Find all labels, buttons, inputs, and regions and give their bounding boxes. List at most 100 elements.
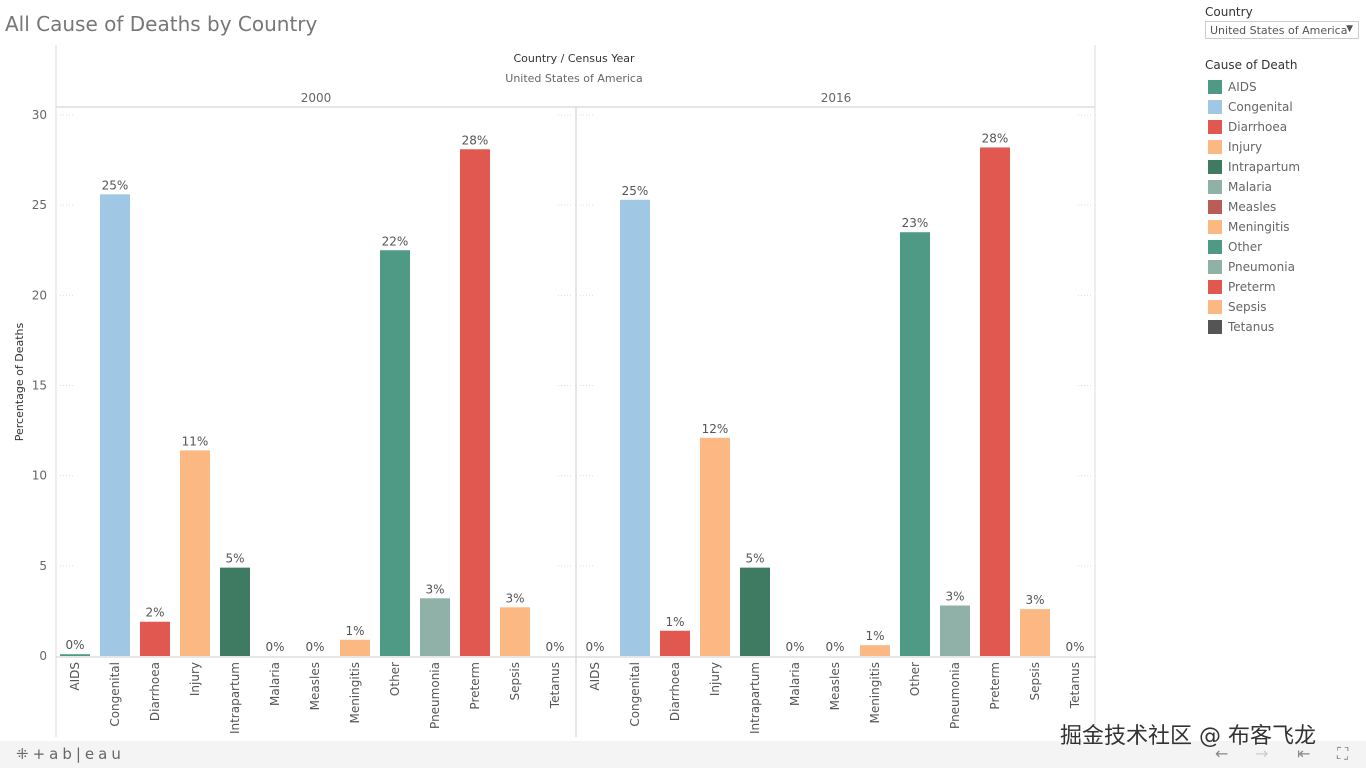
legend-swatch: [1208, 140, 1222, 154]
y-tick-label: 5: [39, 559, 47, 573]
column-header: Country / Census Year: [513, 52, 635, 65]
legend-swatch: [1208, 240, 1222, 254]
data-label: 28%: [982, 131, 1009, 145]
data-label: 22%: [382, 234, 409, 248]
y-tick-label: 10: [32, 469, 47, 483]
data-label: 0%: [825, 640, 844, 654]
chevron-down-icon: ▼: [1346, 24, 1353, 34]
data-label: 12%: [702, 422, 729, 436]
x-tick-label: Pneumonia: [948, 662, 962, 729]
data-label: 0%: [585, 640, 604, 654]
legend-label: Malaria: [1228, 180, 1273, 194]
legend-swatch: [1208, 260, 1222, 274]
x-tick-label: Injury: [708, 662, 722, 696]
x-tick-label: Preterm: [988, 662, 1002, 710]
legend-swatch: [1208, 160, 1222, 174]
data-label: 1%: [665, 615, 684, 629]
x-tick-label: Congenital: [628, 662, 642, 727]
bar-chart: Country / Census Year United States of Am…: [13, 45, 1096, 737]
country-value: United States of America: [1210, 24, 1348, 37]
legend-item[interactable]: Malaria: [1208, 177, 1300, 197]
x-tick-label: Intrapartum: [748, 662, 762, 734]
legend-item[interactable]: Diarrhoea: [1208, 117, 1300, 137]
legend-label: Other: [1228, 240, 1263, 254]
country-dropdown[interactable]: United States of America ▼: [1205, 21, 1359, 39]
country-filter-label: Country: [1205, 5, 1253, 19]
legend-item[interactable]: AIDS: [1208, 77, 1300, 97]
legend-label: Pneumonia: [1228, 260, 1295, 274]
watermark: 掘金技术社区 @ 布客飞龙: [1060, 724, 1316, 749]
data-label: 3%: [505, 591, 524, 605]
data-label: 2%: [145, 606, 164, 620]
dashboard-title: All Cause of Deaths by Country: [5, 12, 318, 36]
legend-item[interactable]: Preterm: [1208, 277, 1300, 297]
x-tick-label: Measles: [308, 662, 322, 710]
legend-label: Intrapartum: [1228, 160, 1301, 174]
legend-label: Injury: [1228, 140, 1263, 154]
bar-preterm-2016: [980, 147, 1010, 656]
data-label: 0%: [785, 640, 804, 654]
footer-toolbar: ⁜+ab|eau ← → ⇤ ⛶: [0, 741, 1366, 768]
legend-label: Measles: [1228, 200, 1277, 214]
x-tick-label: Diarrhoea: [148, 662, 162, 721]
x-tick-label: Malaria: [268, 662, 282, 706]
bar-intrapartum-2000: [220, 567, 250, 656]
data-label: 25%: [622, 184, 649, 198]
data-label: 0%: [545, 640, 564, 654]
legend-label: Tetanus: [1228, 320, 1275, 334]
legend-item[interactable]: Congenital: [1208, 97, 1300, 117]
legend-item[interactable]: Other: [1208, 237, 1300, 257]
legend-item[interactable]: Tetanus: [1208, 317, 1300, 337]
country-header: United States of America: [505, 72, 642, 85]
bar-sepsis-2016: [1020, 609, 1050, 656]
bar-sepsis-2000: [500, 607, 530, 656]
legend-label: AIDS: [1228, 80, 1257, 94]
x-tick-label: Sepsis: [1028, 662, 1042, 700]
legend-swatch: [1208, 200, 1222, 214]
y-tick-label: 15: [32, 379, 47, 393]
y-axis-title: Percentage of Deaths: [13, 323, 26, 442]
legend-item[interactable]: Pneumonia: [1208, 257, 1300, 277]
legend-swatch: [1208, 280, 1222, 294]
data-label: 25%: [102, 178, 129, 192]
legend-label: Preterm: [1228, 280, 1276, 294]
x-tick-label: Diarrhoea: [668, 662, 682, 721]
undo-icon[interactable]: ←: [1215, 744, 1229, 763]
revert-icon[interactable]: ⇤: [1297, 744, 1311, 763]
bar-congenital-2016: [620, 199, 650, 657]
bar-aids-2000: [60, 654, 90, 656]
legend-item[interactable]: Injury: [1208, 137, 1300, 157]
bar-injury-2000: [180, 450, 210, 656]
data-label: 11%: [182, 434, 209, 448]
bar-diarrhoea-2000: [140, 621, 170, 656]
data-label: 3%: [425, 582, 444, 596]
x-tick-label: Measles: [828, 662, 842, 710]
legend: AIDS Congenital Diarrhoea Injury Intrapartum…: [1208, 77, 1300, 337]
redo-icon[interactable]: →: [1255, 744, 1269, 763]
legend-item[interactable]: Intrapartum: [1208, 157, 1300, 177]
tableau-logo[interactable]: ⁜+ab|eau: [16, 745, 125, 763]
x-tick-label: Injury: [188, 662, 202, 696]
legend-swatch: [1208, 100, 1222, 114]
x-tick-label: Meningitis: [348, 662, 362, 724]
year-header: 2000: [301, 91, 332, 105]
data-label: 3%: [945, 590, 964, 604]
fullscreen-icon[interactable]: ⛶: [1337, 744, 1349, 763]
data-label: 0%: [305, 640, 324, 654]
bar-other-2000: [380, 250, 410, 656]
bar-pneumonia-2000: [420, 598, 450, 656]
legend-label: Meningitis: [1228, 220, 1290, 234]
bar-intrapartum-2016: [740, 567, 770, 656]
legend-swatch: [1208, 120, 1222, 134]
legend-swatch: [1208, 220, 1222, 234]
legend-item[interactable]: Sepsis: [1208, 297, 1300, 317]
legend-item[interactable]: Measles: [1208, 197, 1300, 217]
x-tick-label: Other: [908, 662, 922, 696]
x-tick-label: Tetanus: [1068, 662, 1082, 709]
y-tick-label: 30: [32, 108, 47, 122]
data-label: 1%: [345, 624, 364, 638]
x-tick-label: Meningitis: [868, 662, 882, 724]
legend-item[interactable]: Meningitis: [1208, 217, 1300, 237]
x-tick-label: Tetanus: [548, 662, 562, 709]
legend-swatch: [1208, 300, 1222, 314]
